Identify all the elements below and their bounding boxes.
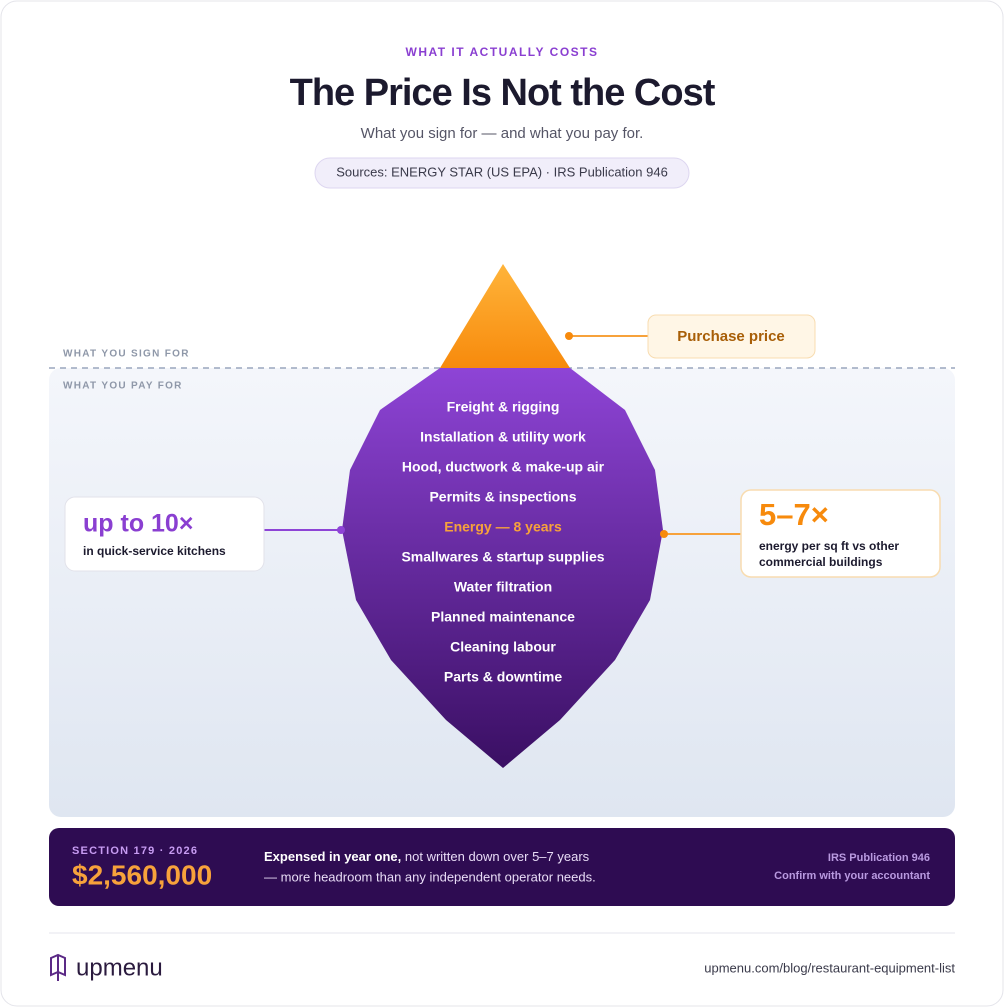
subtitle: What you sign for — and what you pay for… [361, 125, 644, 142]
cost-item: Permits & inspections [429, 489, 576, 505]
banner [49, 828, 955, 906]
cost-item: Parts & downtime [444, 669, 562, 685]
iceberg-tip [440, 264, 570, 368]
banner-text-bold: Expensed in year one, [264, 849, 401, 864]
left-callout-text: in quick-service kitchens [83, 544, 226, 558]
left-callout-big: up to 10× [83, 510, 193, 538]
cost-item: Water filtration [454, 579, 552, 595]
cost-item: Cleaning labour [450, 639, 556, 655]
cost-item: Installation & utility work [420, 429, 586, 445]
url: upmenu.com/blog/restaurant-equipment-lis… [704, 960, 955, 975]
tip-callout-box [647, 314, 816, 359]
logo-icon [50, 953, 66, 981]
below-label: WHAT YOU PAY FOR [63, 381, 183, 392]
iceberg-body [342, 368, 663, 768]
connector-dot [337, 526, 345, 534]
cost-item: Freight & rigging [447, 399, 560, 415]
sources-pill [314, 157, 690, 189]
cost-item: Planned maintenance [431, 609, 575, 625]
title: The Price Is Not the Cost [290, 72, 716, 114]
left-callout-box [64, 496, 265, 572]
connector-dot [565, 332, 573, 340]
right-callout-text: commercial buildings [759, 555, 883, 569]
banner-eyebrow: SECTION 179 · 2026 [72, 845, 198, 857]
cost-item: Energy — 8 years [444, 519, 562, 535]
right-callout-big: 5–7× [759, 497, 829, 532]
right-callout-text: energy per sq ft vs other [759, 539, 899, 553]
cost-items: Freight & rigging Installation & utility … [401, 399, 604, 685]
banner-text: — more headroom than any independent ope… [264, 869, 596, 884]
sources: Sources: ENERGY STAR (US EPA) · IRS Publ… [336, 164, 668, 179]
above-label: WHAT YOU SIGN FOR [63, 349, 190, 360]
connector-dot [660, 530, 668, 538]
cost-item: Hood, ductwork & make-up air [402, 459, 605, 475]
right-callout-box [740, 489, 941, 578]
brand: upmenu [76, 954, 163, 981]
banner-text-rest: not written down over 5–7 years [401, 849, 589, 864]
tip-callout: Purchase price [677, 328, 785, 345]
banner-note: IRS Publication 946 [828, 852, 930, 864]
cost-item: Smallwares & startup supplies [401, 549, 604, 565]
banner-text: Expensed in year one, not written down o… [264, 849, 590, 864]
banner-note: Confirm with your accountant [774, 870, 930, 882]
banner-amount: $2,560,000 [72, 859, 212, 890]
eyebrow: WHAT IT ACTUALLY COSTS [406, 45, 599, 59]
